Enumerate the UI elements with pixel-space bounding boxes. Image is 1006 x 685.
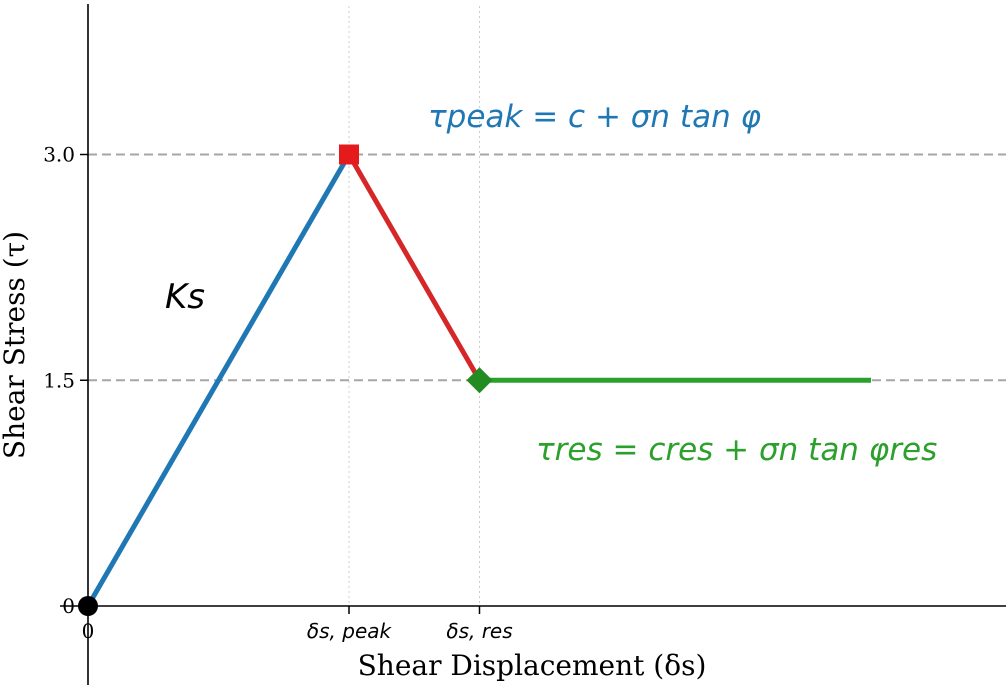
y-axis-title: Shear Stress (τ) — [0, 231, 31, 459]
markers — [78, 144, 493, 616]
reference-lines — [88, 6, 1006, 606]
ticks: 0 1.5 3.0 0 δs, peak δs, res — [43, 143, 512, 644]
annotation-residual-formula: τres = cres + σn tan φres — [536, 432, 937, 468]
axes — [60, 4, 1006, 685]
x-axis-title: Shear Displacement (δs) — [358, 649, 707, 682]
y-tick-label-2: 3.0 — [43, 143, 75, 167]
marker-peak — [339, 144, 359, 165]
annotation-ks: Ks — [165, 277, 205, 317]
series-lines — [85, 153, 871, 608]
series-line-softening — [346, 153, 482, 382]
y-tick-label-1: 1.5 — [43, 368, 75, 392]
annotation-peak-formula: τpeak = c + σn tan φ — [428, 99, 762, 135]
x-tick-label-1: δs, peak — [307, 619, 393, 643]
x-tick-label-2: δs, res — [446, 619, 512, 643]
marker-residual — [466, 367, 493, 394]
y-tick-label-0: 0 — [62, 594, 75, 618]
series-line-elastic — [85, 153, 352, 608]
x-tick-label-0: 0 — [82, 619, 95, 643]
